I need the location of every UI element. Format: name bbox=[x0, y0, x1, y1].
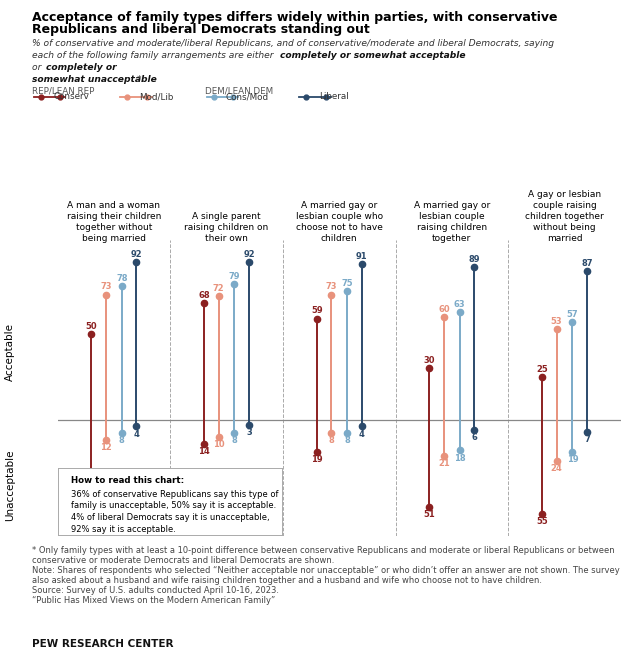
Text: DEM/LEAN DEM: DEM/LEAN DEM bbox=[205, 87, 273, 96]
Text: 8: 8 bbox=[328, 436, 334, 446]
Text: Republicans and liberal Democrats standing out: Republicans and liberal Democrats standi… bbox=[32, 23, 370, 36]
Text: Note: Shares of respondents who selected “Neither acceptable nor unacceptable” o: Note: Shares of respondents who selected… bbox=[32, 566, 620, 575]
Text: 12: 12 bbox=[100, 444, 112, 452]
Text: “Public Has Mixed Views on the Modern American Family”: “Public Has Mixed Views on the Modern Am… bbox=[32, 596, 275, 605]
Text: *: * bbox=[136, 75, 141, 84]
Text: 8: 8 bbox=[119, 436, 125, 446]
Text: Unacceptable: Unacceptable bbox=[4, 450, 15, 521]
Text: 36% of conservative Republicans say this type of
family is unacceptable, 50% say: 36% of conservative Republicans say this… bbox=[71, 490, 278, 534]
Text: 6: 6 bbox=[472, 433, 477, 442]
Text: Conserv: Conserv bbox=[53, 92, 89, 101]
Text: conservative or moderate Democrats and liberal Democrats are shown.: conservative or moderate Democrats and l… bbox=[32, 556, 334, 565]
Text: completely or: completely or bbox=[46, 63, 116, 72]
Text: each of the following family arrangements are either: each of the following family arrangement… bbox=[32, 51, 276, 60]
Text: How to read this chart:: How to read this chart: bbox=[71, 476, 184, 486]
Text: REP/LEAN REP: REP/LEAN REP bbox=[32, 87, 94, 96]
Text: * Only family types with at least a 10-point difference between conservative Rep: * Only family types with at least a 10-p… bbox=[32, 546, 614, 555]
Text: Acceptable: Acceptable bbox=[4, 324, 15, 382]
Text: 89: 89 bbox=[468, 255, 480, 264]
Text: 50: 50 bbox=[86, 322, 97, 331]
Text: A married gay or
lesbian couple
raising children
together: A married gay or lesbian couple raising … bbox=[413, 201, 490, 243]
Text: 63: 63 bbox=[454, 300, 465, 308]
Text: 73: 73 bbox=[100, 282, 112, 292]
Text: A married gay or
lesbian couple who
choose not to have
children: A married gay or lesbian couple who choo… bbox=[296, 201, 383, 243]
Text: A gay or lesbian
couple raising
children together
without being
married: A gay or lesbian couple raising children… bbox=[525, 190, 604, 243]
Text: completely or somewhat acceptable: completely or somewhat acceptable bbox=[280, 51, 465, 60]
Text: Liberal: Liberal bbox=[319, 92, 348, 101]
Text: 60: 60 bbox=[438, 305, 450, 314]
Text: 21: 21 bbox=[438, 459, 450, 468]
Text: Acceptance of family types differs widely within parties, with conservative: Acceptance of family types differs widel… bbox=[32, 11, 557, 24]
Text: 18: 18 bbox=[454, 454, 465, 463]
Text: A single parent
raising children on
their own: A single parent raising children on thei… bbox=[184, 212, 269, 243]
Text: 7: 7 bbox=[584, 435, 590, 444]
Text: 73: 73 bbox=[326, 282, 337, 292]
Text: 30: 30 bbox=[424, 356, 435, 365]
Text: Mod/Lib: Mod/Lib bbox=[140, 92, 174, 101]
Text: or: or bbox=[32, 63, 44, 72]
Text: 79: 79 bbox=[228, 272, 240, 281]
Text: 92: 92 bbox=[243, 250, 255, 259]
Text: 72: 72 bbox=[213, 284, 225, 293]
Text: 8: 8 bbox=[232, 436, 237, 446]
Text: 53: 53 bbox=[551, 317, 563, 326]
Text: 36: 36 bbox=[86, 484, 97, 494]
Text: Cons/Mod: Cons/Mod bbox=[226, 92, 269, 101]
Text: 4: 4 bbox=[134, 430, 140, 439]
Text: A man and a woman
raising their children
together without
being married: A man and a woman raising their children… bbox=[67, 201, 161, 243]
Text: 92: 92 bbox=[131, 250, 142, 259]
Text: also asked about a husband and wife raising children together and a husband and : also asked about a husband and wife rais… bbox=[32, 576, 542, 585]
Text: 68: 68 bbox=[198, 291, 210, 300]
Text: somewhat unacceptable: somewhat unacceptable bbox=[32, 75, 157, 84]
Text: 8: 8 bbox=[344, 436, 350, 446]
Text: 24: 24 bbox=[551, 464, 563, 473]
Text: 19: 19 bbox=[566, 456, 578, 464]
Text: 78: 78 bbox=[116, 274, 127, 283]
Text: 3: 3 bbox=[246, 428, 252, 437]
Text: 51: 51 bbox=[424, 510, 435, 519]
Text: 19: 19 bbox=[311, 456, 323, 464]
Text: 55: 55 bbox=[536, 517, 548, 526]
Text: 4: 4 bbox=[359, 430, 365, 439]
Text: Source: Survey of U.S. adults conducted April 10-16, 2023.: Source: Survey of U.S. adults conducted … bbox=[32, 586, 279, 595]
Text: 91: 91 bbox=[356, 252, 367, 260]
Text: 87: 87 bbox=[581, 258, 593, 268]
Text: 75: 75 bbox=[341, 279, 353, 288]
Text: 57: 57 bbox=[566, 310, 578, 319]
Text: 14: 14 bbox=[198, 447, 210, 456]
Text: PEW RESEARCH CENTER: PEW RESEARCH CENTER bbox=[32, 639, 173, 649]
Text: 59: 59 bbox=[311, 306, 323, 316]
Text: 25: 25 bbox=[536, 365, 548, 374]
Text: % of conservative and moderate/liberal Republicans, and of conservative/moderate: % of conservative and moderate/liberal R… bbox=[32, 39, 554, 48]
Text: 10: 10 bbox=[213, 440, 225, 449]
